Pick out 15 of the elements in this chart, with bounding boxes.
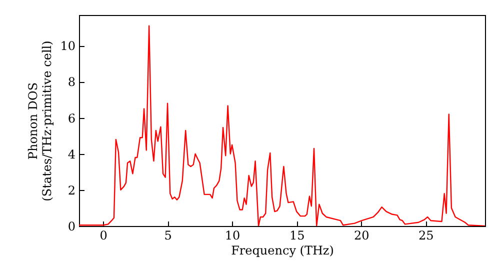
x-axis-title: Frequency (THz)	[231, 244, 334, 258]
x-tick-label: 15	[289, 228, 305, 242]
x-tick-label: 0	[100, 228, 108, 242]
y-tick-label: 4	[68, 147, 76, 162]
x-tick-label: 10	[224, 228, 240, 242]
y-tick-label: 2	[68, 183, 76, 198]
y-axis-title: Phonon DOS (States/THz·primitive cell)	[26, 40, 54, 202]
y-tick-label: 8	[68, 75, 76, 90]
x-tick-label: 25	[418, 228, 434, 242]
y-tick-label: 10	[60, 39, 76, 54]
y-tick-label: 6	[68, 111, 76, 126]
x-tick-label: 20	[354, 228, 370, 242]
line-series	[79, 25, 485, 226]
y-tick-label: 0	[68, 220, 76, 234]
x-tick-label: 5	[164, 228, 172, 242]
